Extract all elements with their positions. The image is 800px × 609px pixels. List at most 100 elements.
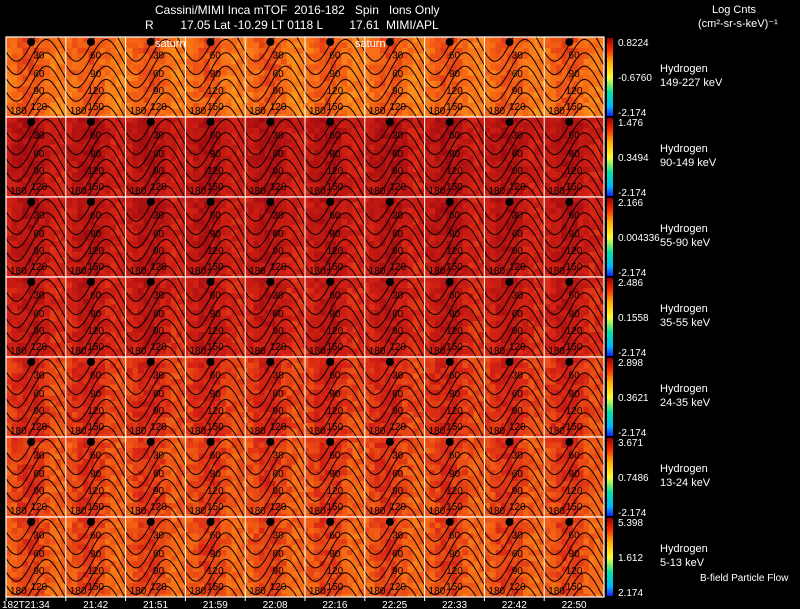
heatmap-cell (198, 37, 205, 43)
heatmap-cell (270, 219, 276, 225)
heatmap-cell (583, 103, 590, 109)
heatmap-cell (226, 48, 232, 54)
heatmap-cell (517, 188, 524, 195)
heatmap-cell (292, 144, 298, 151)
heatmap-cell (281, 202, 287, 209)
contour-label: 150 (87, 182, 104, 193)
heatmap-cell (550, 188, 557, 195)
heatmap-cell (171, 117, 177, 123)
heatmap-cell (583, 150, 590, 156)
heatmap-cell (385, 139, 392, 145)
heatmap-cell (545, 219, 551, 225)
heatmap-cell (336, 150, 342, 156)
heatmap-cell (149, 48, 155, 54)
heatmap-cell (292, 166, 298, 173)
heatmap-cell (451, 268, 458, 275)
heatmap-cell (275, 128, 282, 134)
heatmap-cell (237, 257, 243, 264)
heatmap-cell (347, 166, 353, 173)
heatmap-cell (22, 155, 29, 162)
heatmap-cell (319, 268, 326, 275)
heatmap-cell (352, 75, 359, 82)
heatmap-cell (226, 42, 232, 49)
heatmap-cell (171, 219, 177, 225)
heatmap-cell (264, 208, 271, 214)
heatmap-cell (143, 150, 150, 156)
heatmap-cell (589, 42, 595, 49)
heatmap-cell (77, 139, 84, 145)
heatmap-cell (396, 75, 403, 82)
heatmap-cell (220, 92, 227, 98)
heatmap-cell (193, 144, 199, 151)
heatmap-cell (561, 197, 568, 203)
heatmap-cell (55, 133, 62, 140)
heatmap-cell (325, 202, 331, 209)
heatmap-cell (143, 213, 150, 220)
heatmap-cell (501, 177, 507, 184)
heatmap-cell (171, 194, 177, 197)
heatmap-cell (198, 48, 205, 54)
heatmap-cell (501, 122, 507, 129)
heatmap-cell (424, 263, 430, 269)
heatmap-cell (330, 150, 337, 156)
heatmap-cell (341, 133, 348, 140)
heatmap-cell (440, 263, 447, 269)
heatmap-cell (572, 114, 579, 117)
colorbar (607, 38, 613, 116)
heatmap-cell (484, 86, 491, 93)
heatmap-cell (594, 252, 601, 258)
heatmap-cell (6, 194, 12, 197)
heatmap-cell (435, 103, 441, 109)
heatmap-cell (369, 59, 375, 65)
heatmap-cell (556, 166, 562, 173)
heatmap-cell (462, 48, 469, 54)
heatmap-cell (39, 97, 45, 104)
heatmap-cell (237, 117, 243, 123)
heatmap-cell (297, 155, 304, 162)
heatmap-cell (479, 155, 485, 162)
heatmap-cell (94, 246, 100, 253)
heatmap-cell (413, 97, 419, 104)
heatmap-cell (259, 97, 265, 104)
heatmap-cell (589, 213, 595, 220)
heatmap-cell (220, 144, 227, 151)
heatmap-cell (523, 177, 529, 184)
heatmap-cell (561, 202, 568, 209)
field-direction-marker (86, 118, 95, 126)
heatmap-cell (490, 108, 496, 115)
heatmap-cell (99, 188, 106, 195)
heatmap-cell (281, 42, 287, 49)
heatmap-cell (352, 224, 359, 231)
heatmap-cell (281, 97, 287, 104)
heatmap-cell (198, 114, 205, 117)
heatmap-cell (484, 177, 491, 184)
heatmap-cell (198, 64, 205, 71)
heatmap-cell (88, 194, 95, 197)
heatmap-cell (380, 114, 386, 117)
heatmap-cell (325, 70, 331, 76)
heatmap-cell (358, 235, 364, 242)
heatmap-cell (424, 139, 430, 145)
heatmap-cell (490, 219, 496, 225)
heatmap-cell (259, 103, 265, 109)
heatmap-cell (187, 224, 194, 231)
heatmap-cell (50, 144, 56, 151)
heatmap-cell (253, 202, 260, 209)
heatmap-cell (484, 103, 491, 109)
heatmap-cell (578, 150, 584, 156)
heatmap-cell (352, 263, 359, 269)
heatmap-cell (231, 235, 238, 242)
heatmap-cell (22, 59, 29, 65)
heatmap-cell (473, 219, 480, 225)
heatmap-cell (253, 177, 260, 184)
heatmap-cell (308, 246, 315, 253)
heatmap-cell (545, 42, 551, 49)
heatmap-cell (237, 219, 243, 225)
heatmap-cell (512, 42, 518, 49)
heatmap-cell (363, 114, 370, 117)
heatmap-cell (138, 150, 144, 156)
contour-label: 90 (449, 149, 461, 160)
heatmap-cell (160, 219, 166, 225)
heatmap-cell (517, 86, 524, 93)
heatmap-cell (132, 128, 139, 134)
